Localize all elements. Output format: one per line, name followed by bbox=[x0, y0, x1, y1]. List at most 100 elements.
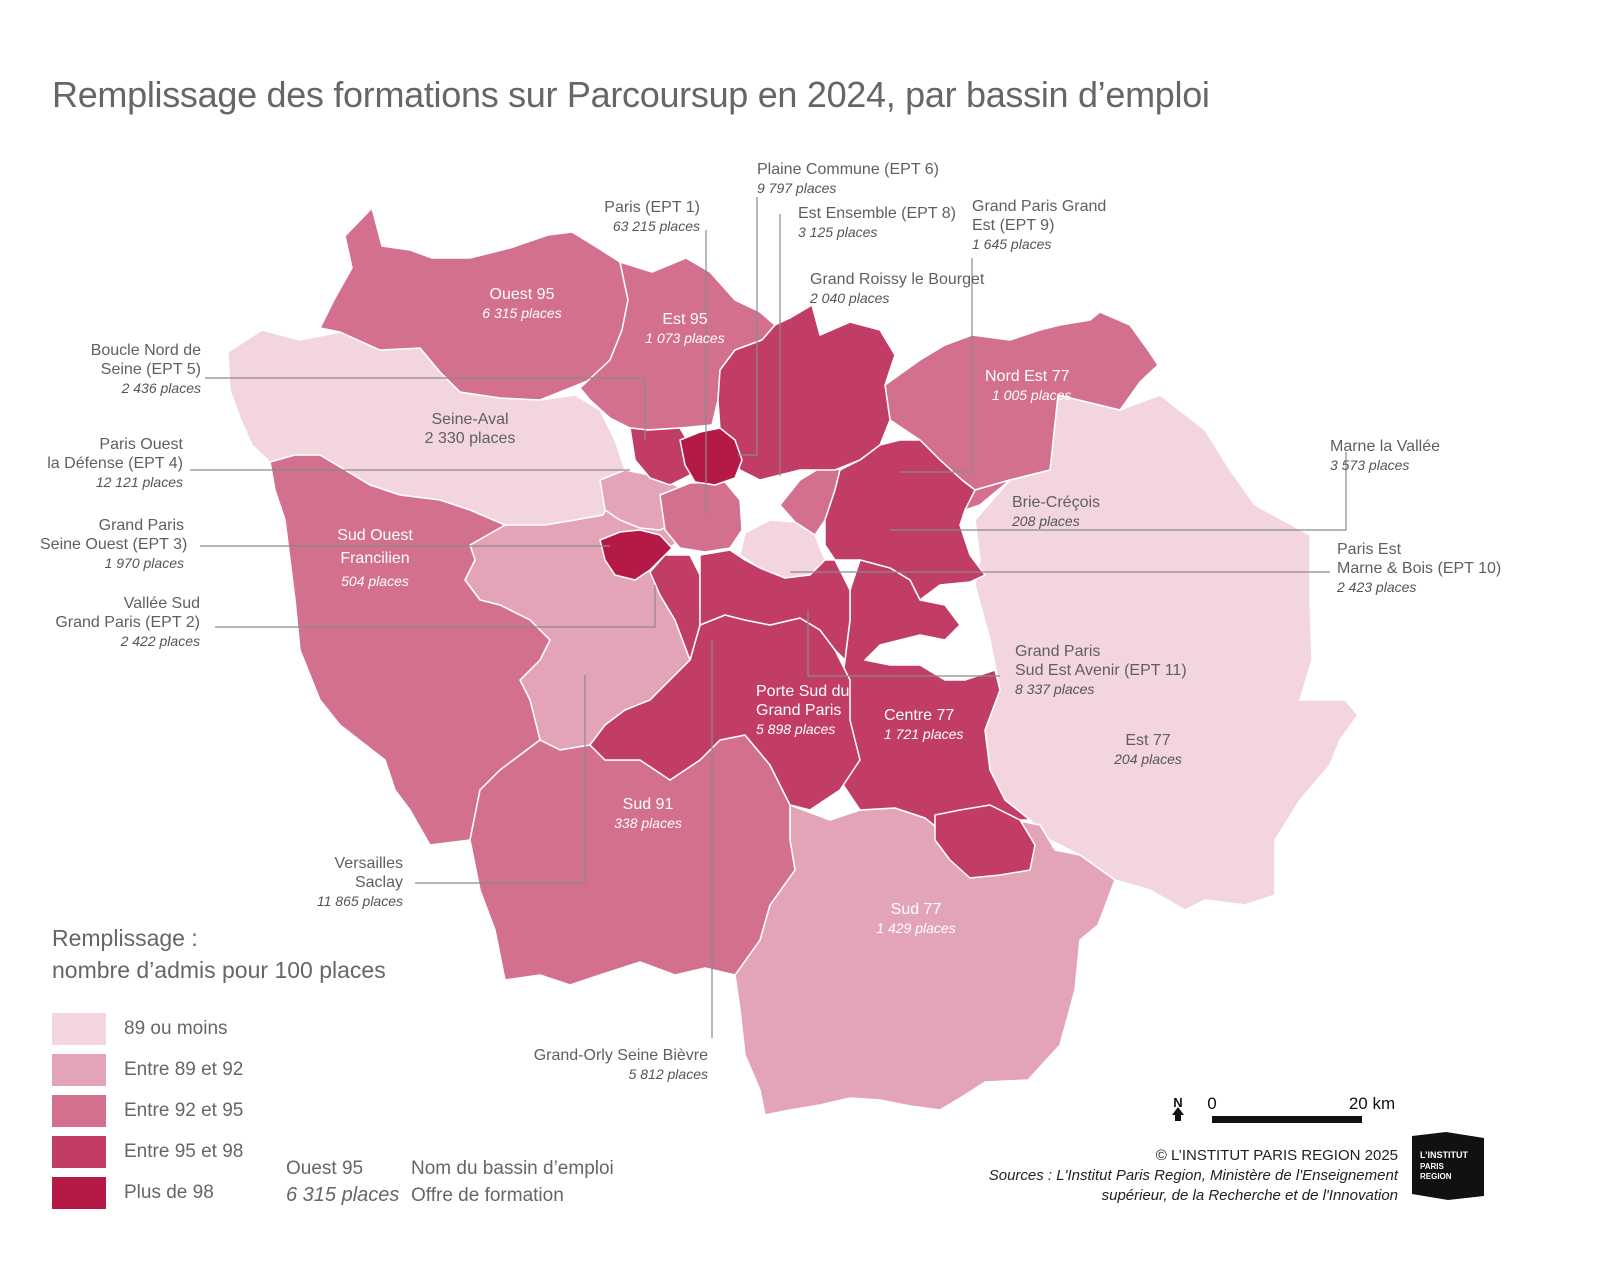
label-pemb: Paris Est Marne & Bois (EPT 10) 2 423 pl… bbox=[1337, 540, 1501, 597]
label-gpsea: Grand Paris Sud Est Avenir (EPT 11) 8 33… bbox=[1015, 642, 1187, 699]
legend: 89 ou moins Entre 89 et 92 Entre 92 et 9… bbox=[52, 1008, 243, 1213]
gpsea-name2: Sud Est Avenir (EPT 11) bbox=[1015, 662, 1187, 679]
plaine-commune-name: Plaine Commune (EPT 6) bbox=[757, 161, 939, 178]
scale-bar: N 0 20 km bbox=[1172, 1094, 1395, 1123]
leader-marne-vallee bbox=[890, 452, 1347, 531]
copyright: © L’INSTITUT PARIS REGION 2025 bbox=[1155, 1147, 1398, 1164]
brie-name: Brie-Créçois bbox=[1012, 494, 1101, 511]
leader-boucle-nord bbox=[205, 377, 646, 440]
legend-label: 89 ou moins bbox=[124, 1017, 228, 1039]
sud-ouest-name2: Francilien bbox=[340, 550, 410, 567]
sud-ouest-name1: Sud Ouest bbox=[337, 527, 413, 544]
pemb-name2: Marne & Bois (EPT 10) bbox=[1337, 560, 1502, 577]
vallee-sud-places: 2 422 places bbox=[120, 633, 200, 649]
legend-swatch bbox=[52, 1094, 106, 1127]
label-paris-ouest: Paris Ouest la Défense (EPT 4) 12 121 pl… bbox=[40, 435, 183, 492]
legend-row: Entre 95 et 98 bbox=[52, 1131, 243, 1172]
key-places-example: 6 315 places bbox=[286, 1182, 399, 1209]
key-places-desc: Offre de formation bbox=[411, 1185, 564, 1206]
roissy-name: Grand Roissy le Bourget bbox=[810, 271, 985, 288]
legend-title-line1: Remplissage : bbox=[52, 925, 198, 951]
marne-vallee-places: 3 573 places bbox=[1330, 457, 1410, 473]
porte-sud-name1: Porte Sud du bbox=[756, 683, 850, 700]
gpge-name2: Est (EPT 9) bbox=[972, 217, 1055, 234]
seine-aval-name: Seine-Aval bbox=[431, 411, 509, 428]
leader-gpsea bbox=[807, 610, 1000, 677]
boucle-nord-name1: Boucle Nord de bbox=[90, 342, 201, 359]
source-line1: Sources : L'Institut Paris Region, Minis… bbox=[988, 1167, 1398, 1184]
label-key-description: Nom du bassin d’emploi Offre de formatio… bbox=[411, 1155, 614, 1209]
region-sud-ouest bbox=[269, 454, 551, 846]
roissy-places: 2 040 places bbox=[810, 290, 890, 306]
brie-places: 208 places bbox=[1012, 513, 1080, 529]
logo-line1: L’INSTITUT bbox=[1420, 1150, 1468, 1160]
vallee-sud-name2: Grand Paris (EPT 2) bbox=[55, 614, 200, 631]
label-centre77: Centre 77 1 721 places bbox=[884, 706, 963, 744]
leader-plaine-commune bbox=[738, 197, 758, 456]
label-est-ensemble: Est Ensemble (EPT 8) 3 125 places bbox=[798, 204, 956, 242]
legend-label: Entre 89 et 92 bbox=[124, 1058, 244, 1080]
label-gpso: Grand Paris Seine Ouest (EPT 3) 1 970 pl… bbox=[40, 516, 188, 573]
legend-row: Entre 92 et 95 bbox=[52, 1090, 243, 1131]
paris-ouest-places: 12 121 places bbox=[95, 474, 183, 490]
region-sud91 bbox=[469, 734, 796, 986]
est-ensemble-name: Est Ensemble (EPT 8) bbox=[798, 205, 956, 222]
key-name-example: Ouest 95 bbox=[286, 1158, 364, 1179]
label-gosb: Grand-Orly Seine Bièvre 5 812 places bbox=[520, 1046, 708, 1084]
scale-zero: 0 bbox=[1207, 1094, 1216, 1113]
region-est95 bbox=[579, 257, 776, 431]
label-plaine-commune: Plaine Commune (EPT 6) 9 797 places bbox=[757, 160, 939, 198]
label-sud77: Sud 77 1 429 places bbox=[866, 900, 966, 938]
label-gpge: Grand Paris Grand Est (EPT 9) 1 645 plac… bbox=[972, 197, 1106, 254]
gosb-places: 5 812 places bbox=[628, 1066, 708, 1082]
vallee-sud-name1: Vallée Sud bbox=[123, 595, 200, 612]
region-brie bbox=[959, 469, 1051, 511]
gpge-places: 1 645 places bbox=[972, 236, 1052, 252]
label-sud91: Sud 91 338 places bbox=[598, 795, 698, 833]
legend-swatch bbox=[52, 1176, 106, 1209]
label-seine-aval: Seine-Aval 2 330 places bbox=[415, 410, 525, 448]
legend-title: Remplissage : nombre d’admis pour 100 pl… bbox=[52, 922, 386, 986]
legend-label: Entre 95 et 98 bbox=[124, 1140, 244, 1162]
est77-name: Est 77 bbox=[1125, 732, 1171, 749]
label-ouest95: Ouest 95 6 315 places bbox=[472, 285, 572, 323]
nord-est77-name: Nord Est 77 bbox=[985, 368, 1070, 385]
versailles-name1: Versailles bbox=[334, 855, 403, 872]
leader-vallee-sud bbox=[215, 585, 656, 628]
sud91-places: 338 places bbox=[614, 815, 682, 831]
pemb-name1: Paris Est bbox=[1337, 541, 1402, 558]
gpso-name1: Grand Paris bbox=[98, 517, 184, 534]
versailles-name2: Saclay bbox=[354, 874, 403, 891]
label-sud-ouest: Sud Ouest Francilien 504 places bbox=[325, 526, 425, 591]
label-boucle-nord: Boucle Nord de Seine (EPT 5) 2 436 place… bbox=[60, 341, 201, 398]
label-marne-vallee: Marne la Vallée 3 573 places bbox=[1330, 437, 1440, 475]
key-places-example-text: 6 315 places bbox=[286, 1184, 400, 1206]
boucle-nord-name2: Seine (EPT 5) bbox=[100, 361, 201, 378]
seine-aval-places: 2 330 places bbox=[424, 430, 516, 447]
legend-swatch bbox=[52, 1053, 106, 1086]
institut-logo: L’INSTITUT PARIS REGION bbox=[1412, 1132, 1484, 1200]
label-est77: Est 77 204 places bbox=[1098, 731, 1198, 769]
legend-row: Entre 89 et 92 bbox=[52, 1049, 243, 1090]
label-nord-est77: Nord Est 77 1 005 places bbox=[985, 367, 1071, 405]
est-ensemble-places: 3 125 places bbox=[798, 224, 878, 240]
centre77-name: Centre 77 bbox=[884, 707, 955, 724]
versailles-places: 11 865 places bbox=[316, 893, 403, 909]
legend-swatch bbox=[52, 1135, 106, 1168]
label-porte-sud: Porte Sud du Grand Paris 5 898 places bbox=[756, 682, 849, 739]
label-key-example: Ouest 95 6 315 places bbox=[286, 1155, 399, 1209]
map-title: Remplissage des formations sur Parcoursu… bbox=[52, 74, 1210, 115]
scale-line bbox=[1212, 1116, 1362, 1123]
label-est95: Est 95 1 073 places bbox=[640, 310, 730, 348]
logo-line2: PARIS bbox=[1420, 1162, 1445, 1171]
region-plaine-commune bbox=[679, 427, 743, 486]
label-vallee-sud: Vallée Sud Grand Paris (EPT 2) 2 422 pla… bbox=[40, 594, 200, 651]
region-gpge bbox=[824, 439, 986, 601]
label-versailles: Versailles Saclay 11 865 places bbox=[280, 854, 403, 911]
gpso-name2: Seine Ouest (EPT 3) bbox=[40, 536, 188, 553]
gosb-name: Grand-Orly Seine Bièvre bbox=[533, 1047, 708, 1064]
leader-gpge bbox=[900, 258, 973, 473]
region-gosb bbox=[699, 549, 851, 661]
sud77-places: 1 429 places bbox=[876, 920, 956, 936]
